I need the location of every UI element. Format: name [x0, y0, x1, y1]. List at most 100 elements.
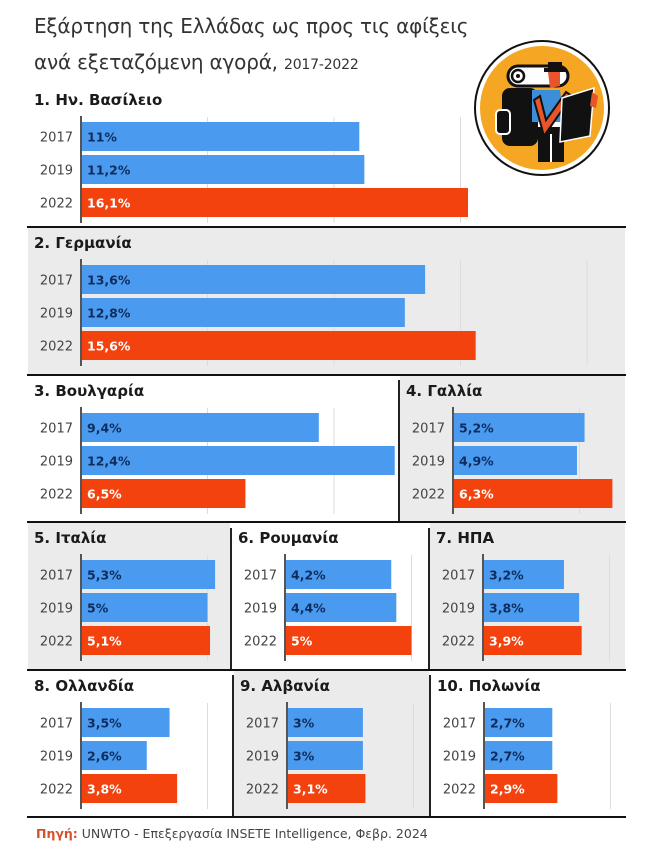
bar-2019: [81, 741, 147, 770]
bar-2017: [453, 413, 585, 442]
value-label: 3,2%: [489, 568, 524, 583]
panel-title: 3. Βουλγαρία: [34, 382, 145, 400]
year-label: 2019: [40, 602, 73, 617]
panel-italy: 5. Ιταλία 2017 5,3% 2019 5% 2022 5,1%: [28, 523, 230, 669]
divider: [27, 226, 626, 228]
title-years: 2017-2022: [284, 57, 359, 73]
bar-chart: 2017 2,7% 2019 2,7% 2022 2,9%: [443, 702, 611, 809]
bar-2017: [285, 560, 392, 589]
title-line-2-text: ανά εξεταζόμενη αγορά,: [34, 50, 278, 74]
title-line-2: ανά εξεταζόμενη αγορά, 2017-2022: [34, 44, 468, 83]
value-label: 3,1%: [293, 782, 328, 797]
value-label: 4,2%: [291, 568, 326, 583]
panel-title: 10. Πολωνία: [437, 677, 541, 695]
bar-chart: 2017 3,2% 2019 3,8% 2022 3,9%: [442, 554, 610, 661]
value-label: 6,3%: [459, 487, 494, 502]
year-label: 2019: [244, 602, 277, 617]
value-label: 3,8%: [87, 782, 122, 797]
year-label: 2019: [40, 455, 73, 470]
year-label: 2019: [412, 455, 445, 470]
bar-2017: [81, 413, 319, 442]
year-label: 2022: [40, 340, 73, 355]
year-label: 2019: [443, 750, 476, 765]
title-line-1: Εξάρτηση της Ελλάδας ως προς τις αφίξεις: [34, 14, 469, 38]
bar-2017: [81, 265, 426, 294]
panel-usa: 7. ΗΠΑ 2017 3,2% 2019 3,8% 2022 3,9%: [430, 523, 625, 669]
bar-2022: [81, 774, 178, 803]
panel-albania: 9. Αλβανία 2017 3% 2019 3% 2022 3,1%: [234, 671, 429, 816]
year-label: 2019: [40, 750, 73, 765]
value-label: 5%: [291, 634, 313, 649]
year-label: 2022: [40, 783, 73, 798]
chart-title: Εξάρτηση της Ελλάδας ως προς τις αφίξεις…: [34, 8, 469, 83]
bar-chart: 2017 13,6% 2019 12,8% 2022 15,6%: [40, 259, 588, 366]
bar-chart: 2017 4,2% 2019 4,4% 2022 5%: [244, 554, 412, 661]
bar-2019: [81, 593, 208, 622]
panel-france: 4. Γαλλία 2017 5,2% 2019 4,9% 2022 6,3%: [400, 376, 625, 521]
value-label: 12,4%: [87, 454, 131, 469]
value-label: 9,4%: [87, 421, 122, 436]
value-label: 3,5%: [87, 716, 122, 731]
value-label: 11,2%: [87, 163, 131, 178]
panel-title: 2. Γερμανία: [34, 234, 132, 252]
bar-chart: 2017 9,4% 2019 12,4% 2022 6,5%: [40, 407, 395, 514]
year-label: 2019: [442, 602, 475, 617]
value-label: 11%: [87, 130, 117, 145]
year-label: 2017: [40, 422, 73, 437]
bar-chart: 2017 5,2% 2019 4,9% 2022 6,3%: [412, 407, 613, 514]
divider: [232, 675, 234, 816]
year-label: 2022: [40, 197, 73, 212]
panel-title: 5. Ιταλία: [34, 529, 107, 547]
year-label: 2022: [40, 635, 73, 650]
backpacker-with-map-icon: [472, 38, 612, 178]
bar-chart: 2017 5,3% 2019 5% 2022 5,1%: [40, 554, 216, 661]
value-label: 4,9%: [459, 454, 494, 469]
bar-2019: [287, 741, 363, 770]
bar-2019: [81, 155, 365, 184]
bar-2017: [81, 708, 170, 737]
divider: [429, 675, 431, 816]
divider: [230, 528, 232, 669]
value-label: 5,3%: [87, 568, 122, 583]
year-label: 2017: [443, 717, 476, 732]
year-label: 2017: [40, 131, 73, 146]
bar-2017: [81, 122, 360, 151]
panel-bulgaria: 3. Βουλγαρία 2017 9,4% 2019 12,4% 2022 6,5%: [28, 376, 398, 521]
year-label: 2017: [40, 274, 73, 289]
value-label: 4,4%: [291, 601, 326, 616]
bar-2017: [287, 708, 363, 737]
bar-2022: [483, 626, 582, 655]
panel-title: 9. Αλβανία: [240, 677, 330, 695]
bar-chart: 2017 3% 2019 3% 2022 3,1%: [246, 702, 414, 809]
divider: [428, 528, 430, 669]
panel-germany: 2. Γερμανία 2017 13,6% 2019 12,8% 2022 15,6%: [28, 228, 625, 374]
source-text: UNWTO - Επεξεργασία INSETE Intelligence,…: [81, 826, 428, 841]
source-label: Πηγή:: [36, 826, 78, 841]
bar-2019: [81, 446, 395, 475]
panel-romania: 6. Ρουμανία 2017 4,2% 2019 4,4% 2022 5%: [232, 523, 428, 669]
bar-2022: [287, 774, 366, 803]
bar-2019: [81, 298, 405, 327]
year-label: 2022: [244, 635, 277, 650]
value-label: 3%: [293, 749, 315, 764]
panel-poland: 10. Πολωνία 2017 2,7% 2019 2,7% 2022 2,9%: [431, 671, 625, 816]
bar-2019: [483, 593, 580, 622]
panel-title: 6. Ρουμανία: [238, 529, 339, 547]
year-label: 2022: [412, 488, 445, 503]
year-label: 2017: [246, 717, 279, 732]
year-label: 2022: [40, 488, 73, 503]
bar-2022: [484, 774, 558, 803]
bar-2019: [285, 593, 397, 622]
year-label: 2017: [442, 569, 475, 584]
divider: [398, 380, 400, 521]
bar-2022: [81, 188, 468, 217]
value-label: 2,7%: [490, 716, 525, 731]
year-label: 2017: [244, 569, 277, 584]
year-label: 2017: [412, 422, 445, 437]
value-label: 13,6%: [87, 273, 131, 288]
year-label: 2022: [442, 635, 475, 650]
bar-2022: [453, 479, 613, 508]
bar-2017: [484, 708, 553, 737]
panel-title: 8. Ολλανδία: [34, 677, 135, 695]
value-label: 5,2%: [459, 421, 494, 436]
